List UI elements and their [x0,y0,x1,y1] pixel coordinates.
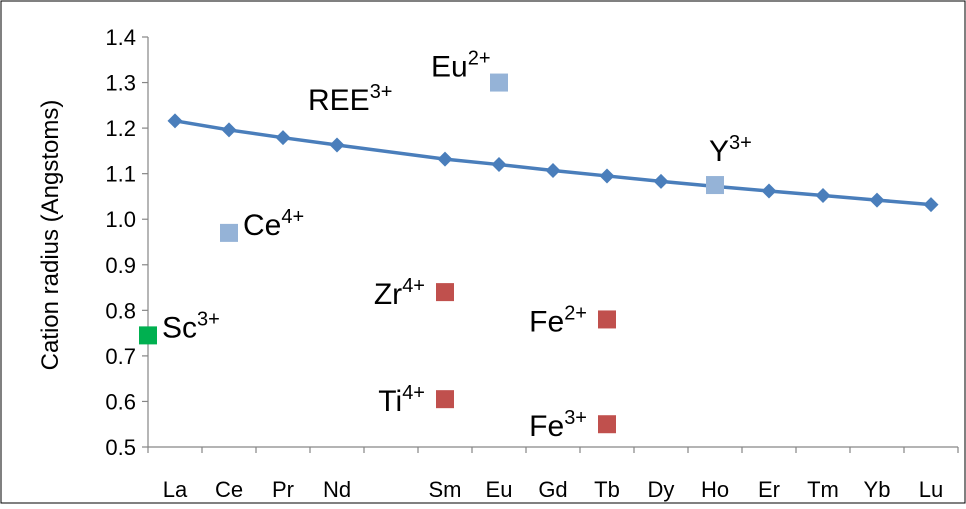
series-layer: REE3+ [167,81,939,213]
x-tick-label: Tm [807,477,839,502]
axes: 0.5 0.6 0.7 0.8 0.9 1.0 1.1 1.2 1.3 1.4 La Ce Pr Nd Sm… [105,25,959,502]
eu2-label-superscript: 2+ [468,48,491,70]
zr4-label-superscript: 4+ [402,275,425,297]
y3-label-superscript: 3+ [729,132,752,154]
eu2-marker [490,73,508,92]
y-tick-label: 0.8 [105,298,136,323]
y-tick-label: 1.2 [105,116,136,141]
ree3-data-point [437,151,453,167]
fe2-marker [598,310,616,329]
x-tick-label: Tb [594,477,620,502]
sc3-label: Sc3+ [162,308,220,344]
y-tick-label: 1.1 [105,162,136,187]
ree3-data-point [869,192,885,208]
x-tick-label: Gd [538,477,567,502]
ree3-data-point [221,122,237,138]
x-tick-label: Ho [701,477,729,502]
x-tick-label: Nd [323,477,351,502]
fe3-label-superscript: 3+ [564,407,587,429]
x-tick-label: Dy [648,477,675,502]
ti4-marker [436,390,454,409]
ree3-series-label-superscript: 3+ [370,81,393,103]
ree3-data-point [167,113,183,129]
ce4-label-superscript: 4+ [281,206,304,228]
ree3-data-point [653,173,669,189]
fe3-marker [598,415,616,434]
ti4-label-superscript: 4+ [402,382,425,404]
ree3-data-point [275,130,291,146]
ce4-marker [220,223,238,242]
x-tick-label: Sm [429,477,462,502]
y-tick-label: 0.6 [105,389,136,414]
y-tick-label: 1.3 [105,71,136,96]
sc3-label-superscript: 3+ [197,308,220,330]
x-tick-label: Lu [919,477,943,502]
ree3-series-line [174,119,932,207]
sc3-marker [139,326,157,345]
y-tick-label: 1.4 [105,25,136,50]
ree3-data-point [815,188,831,204]
ree3-data-point [491,157,507,173]
y-tick-label: 0.7 [105,344,136,369]
ree3-data-point [545,162,561,178]
ree3-data-point [923,197,939,213]
ree3-data-point [761,183,777,199]
y3-marker [706,176,724,195]
fe2-label-superscript: 2+ [564,302,587,324]
x-tick-label: Eu [486,477,513,502]
x-tick-label: Pr [272,477,294,502]
y-tick-label: 1.0 [105,207,136,232]
y-axis-label: Cation radius (Angstoms) [37,100,64,371]
y-tick-label: 0.9 [105,253,136,278]
ree3-data-point [599,168,615,184]
x-tick-label: Yb [864,477,891,502]
x-tick-label: Er [758,477,780,502]
zr4-marker [436,283,454,302]
x-tick-label: Ce [215,477,243,502]
ree3-data-point [329,137,345,153]
x-tick-label: La [163,477,188,502]
y-tick-label: 0.5 [105,435,136,460]
